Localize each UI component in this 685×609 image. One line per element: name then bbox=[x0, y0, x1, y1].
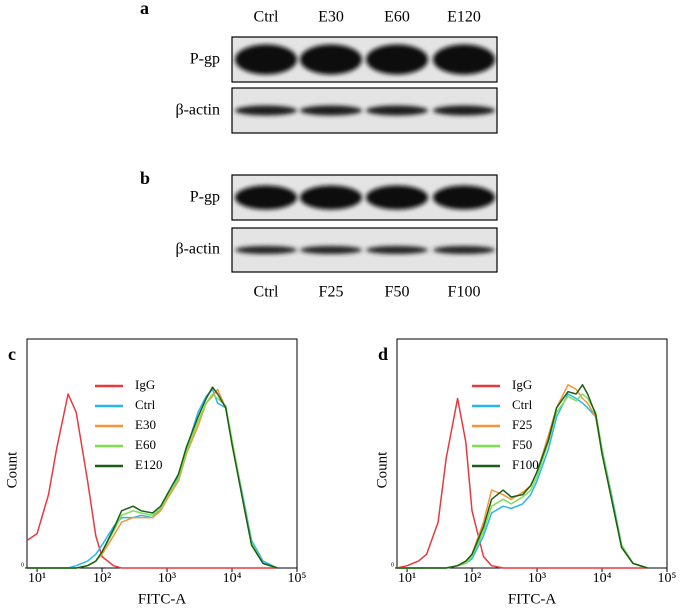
legend-label: IgG bbox=[135, 377, 155, 392]
blot-band bbox=[433, 44, 495, 75]
blot-band bbox=[300, 44, 362, 75]
legend-label: F25 bbox=[512, 417, 532, 432]
blot-band bbox=[300, 185, 362, 210]
panel-label: a bbox=[140, 0, 149, 18]
blot-band bbox=[366, 105, 428, 116]
blot-band bbox=[235, 105, 297, 116]
legend-label: E30 bbox=[135, 417, 156, 432]
row-label: P-gp bbox=[190, 189, 220, 206]
y-tick-label: 0 bbox=[391, 562, 394, 568]
x-tick-label: 10¹ bbox=[28, 571, 46, 586]
blot-band bbox=[433, 246, 495, 254]
lane-label: F25 bbox=[319, 284, 344, 301]
lane-label: E60 bbox=[384, 9, 410, 26]
legend-label: E120 bbox=[135, 457, 162, 472]
blot-band bbox=[366, 246, 428, 254]
histogram-line bbox=[397, 384, 648, 569]
lane-label: E120 bbox=[447, 9, 481, 26]
x-tick-label: 10⁴ bbox=[593, 571, 612, 586]
x-tick-label: 10¹ bbox=[398, 571, 416, 586]
histogram: c Count FITC-A 10¹ 10² 10³ 10⁴ 10⁵ 0 IgG Ctrl E30 E6… bbox=[4, 338, 307, 607]
x-tick-label: 10³ bbox=[528, 571, 546, 586]
blot-band bbox=[300, 105, 362, 116]
row-label: β-actin bbox=[175, 102, 220, 119]
legend-label: F50 bbox=[512, 437, 532, 452]
plot-frame bbox=[396, 338, 668, 569]
x-tick-label: 10⁴ bbox=[223, 571, 242, 586]
lane-label: F50 bbox=[385, 284, 410, 301]
blot-band bbox=[235, 185, 297, 210]
legend-label: Ctrl bbox=[135, 397, 156, 412]
charts: c Count FITC-A 10¹ 10² 10³ 10⁴ 10⁵ 0 IgG Ctrl E30 E6… bbox=[4, 338, 677, 607]
lane-label: Ctrl bbox=[254, 9, 279, 26]
blot-band bbox=[235, 246, 297, 254]
legend-label: Ctrl bbox=[512, 397, 533, 412]
histogram-line bbox=[396, 397, 648, 569]
blot-band bbox=[433, 105, 495, 116]
histogram-line bbox=[27, 386, 278, 569]
legend-label: F100 bbox=[512, 457, 539, 472]
blot-band bbox=[300, 246, 362, 254]
x-tick-label: 10³ bbox=[158, 571, 176, 586]
x-axis-label: FITC-A bbox=[508, 591, 557, 607]
blot-band bbox=[433, 185, 495, 210]
y-axis-label: Count bbox=[374, 451, 390, 489]
y-tick-label: 0 bbox=[21, 562, 24, 568]
blot-band bbox=[235, 44, 297, 75]
row-label: β-actin bbox=[175, 241, 220, 258]
histogram-line bbox=[397, 384, 648, 569]
legend-label: IgG bbox=[512, 377, 532, 392]
histogram: d Count FITC-A 10¹ 10² 10³ 10⁴ 10⁵ 0 IgG Ctrl F25 F5… bbox=[374, 338, 677, 607]
lane-label: E30 bbox=[318, 9, 344, 26]
plot-frame bbox=[26, 338, 298, 569]
lane-label: F100 bbox=[448, 284, 481, 301]
panel-label: c bbox=[8, 344, 16, 364]
blots bbox=[231, 36, 498, 273]
y-axis-label: Count bbox=[4, 451, 20, 489]
blot-band bbox=[366, 185, 428, 210]
histogram-line bbox=[26, 393, 278, 569]
x-axis-label: FITC-A bbox=[138, 591, 187, 607]
x-tick-label: 10⁵ bbox=[288, 571, 307, 586]
lane-label: Ctrl bbox=[254, 284, 279, 301]
panel-label: b bbox=[140, 168, 150, 188]
blot-band bbox=[366, 44, 428, 75]
row-label: P-gp bbox=[190, 51, 220, 68]
x-tick-label: 10² bbox=[463, 571, 481, 586]
panel-label: d bbox=[378, 344, 388, 364]
legend-label: E60 bbox=[135, 437, 156, 452]
x-tick-label: 10⁵ bbox=[658, 571, 677, 586]
x-tick-label: 10² bbox=[93, 571, 111, 586]
